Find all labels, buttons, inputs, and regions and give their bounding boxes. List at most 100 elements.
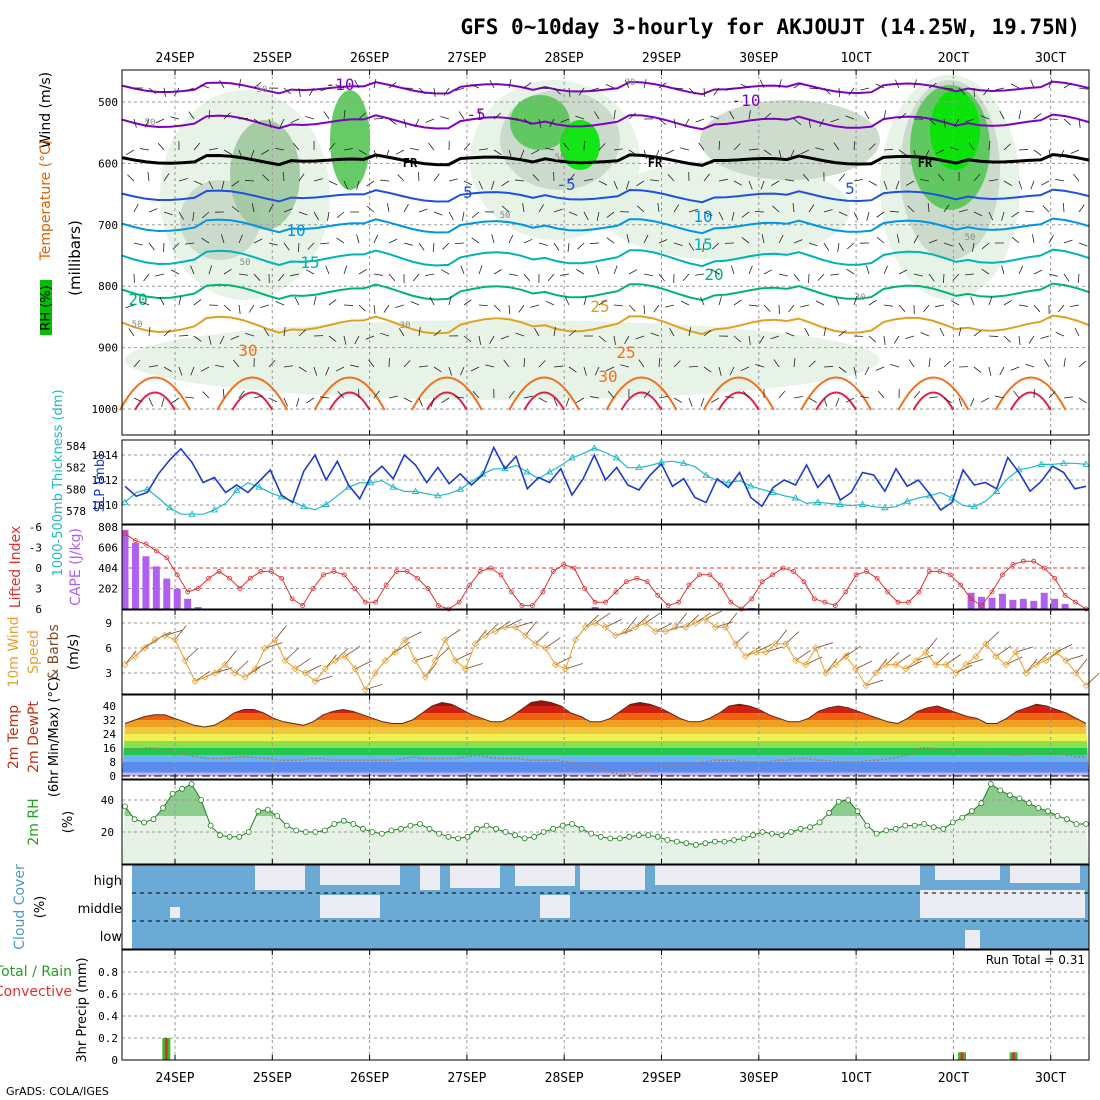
wind-speed-point [231, 669, 239, 677]
rh-contour-label: 50 [257, 85, 268, 95]
temp-band [122, 734, 1089, 741]
wind-barb [530, 149, 540, 155]
wind-barb [234, 660, 249, 674]
wind-barb [853, 178, 863, 182]
rh-point [483, 822, 490, 829]
wind-barb [1057, 304, 1065, 313]
wind-barb [958, 209, 968, 213]
wind-barb [838, 87, 841, 98]
li-point [488, 565, 493, 571]
temp-band [122, 762, 1089, 773]
wind-barb [493, 149, 502, 156]
chart-title: GFS 0~10day 3-hourly for AKJOUJT (14.25W… [460, 15, 1080, 39]
bottom-date-label: 26SEP [350, 1071, 389, 1086]
wind-barb [157, 142, 165, 151]
wind-barb [866, 211, 870, 221]
li-point [227, 575, 232, 581]
top-date-label: 1OCT [840, 51, 871, 66]
wind-barb [478, 335, 482, 345]
wind-barb [325, 265, 330, 275]
wind-barb [928, 273, 935, 282]
li-point [937, 569, 943, 574]
wind-barb [268, 203, 274, 213]
wind-barb [385, 149, 390, 159]
wind-barb [638, 359, 645, 368]
wind-barb [373, 390, 380, 399]
rh-point [940, 825, 947, 832]
temp-tick-label: 16 [103, 742, 116, 755]
wind-barb [624, 335, 630, 344]
rh-shade [230, 120, 300, 230]
li-point [174, 572, 180, 578]
wind-barb [403, 360, 411, 368]
wind-barb [695, 273, 705, 276]
wind-barb [418, 242, 425, 251]
temp-contour-label: 30 [598, 367, 617, 386]
wind-barb [418, 397, 423, 407]
wind-barb [928, 358, 931, 368]
wind-barb [305, 664, 322, 674]
panel-frame [121, 524, 1090, 610]
rh-point [474, 825, 480, 832]
rh-point [255, 808, 262, 815]
thickness-point [434, 491, 442, 499]
wind-barb [896, 234, 900, 244]
wind-barb [808, 204, 815, 213]
wind-barb [748, 180, 753, 190]
precip-bar-convective [960, 1052, 964, 1060]
wind-barb [155, 273, 165, 277]
thickness-point [612, 454, 621, 461]
bottom-date-label: 28SEP [545, 1071, 584, 1086]
wind-barb [1028, 335, 1035, 344]
wind-barb [878, 390, 885, 399]
wind-barb [883, 180, 888, 190]
wind-barb [935, 304, 945, 308]
li-point [279, 575, 285, 581]
wind-barb [403, 397, 413, 403]
wind-barb [163, 211, 173, 216]
wind-barb [1033, 113, 1042, 120]
wind-barb [1062, 202, 1065, 213]
rh-point [759, 829, 766, 835]
wind-barb [373, 149, 378, 159]
rh-point [883, 827, 890, 834]
wind-barb [883, 335, 886, 345]
wind-barb [898, 269, 908, 275]
wind-barb [1040, 180, 1050, 186]
panel-label: 3hr Precip (mm) [75, 957, 90, 1062]
wind-speed-point [942, 661, 950, 669]
wind-barb [405, 631, 422, 641]
wind-speed-point [972, 652, 980, 660]
li-point [185, 589, 191, 595]
wind-barb [625, 616, 638, 632]
wind-barb [238, 304, 241, 314]
wind-barb [148, 208, 158, 213]
wind-speed-point [501, 623, 509, 631]
rh-point [350, 821, 357, 827]
li-tick-label: 3 [35, 583, 42, 596]
wind-barb [163, 329, 171, 337]
wind-barb [200, 366, 210, 372]
wind-barb [268, 118, 272, 128]
wind-barb [748, 148, 758, 151]
wind-barb [1005, 656, 1023, 666]
cape-bar [121, 529, 129, 609]
wind-barb [606, 237, 615, 244]
wind-barb [846, 242, 855, 250]
wind-barb [178, 335, 189, 337]
temp-band [122, 727, 1089, 734]
precip-tick-label: 0.2 [98, 1032, 118, 1045]
thickness-point [746, 482, 755, 489]
wind-barb [760, 180, 765, 190]
wind-barb [323, 111, 330, 120]
wind-barb [725, 612, 738, 628]
wind-speed-point [321, 665, 329, 673]
li-point [1000, 572, 1005, 578]
wind-barb [564, 296, 570, 306]
wind-barb [373, 234, 379, 244]
wind-barb [643, 234, 649, 244]
wind-barb [148, 365, 158, 368]
li-point [906, 599, 911, 605]
wind-speed-point [561, 665, 570, 673]
wind-barb [804, 327, 810, 337]
